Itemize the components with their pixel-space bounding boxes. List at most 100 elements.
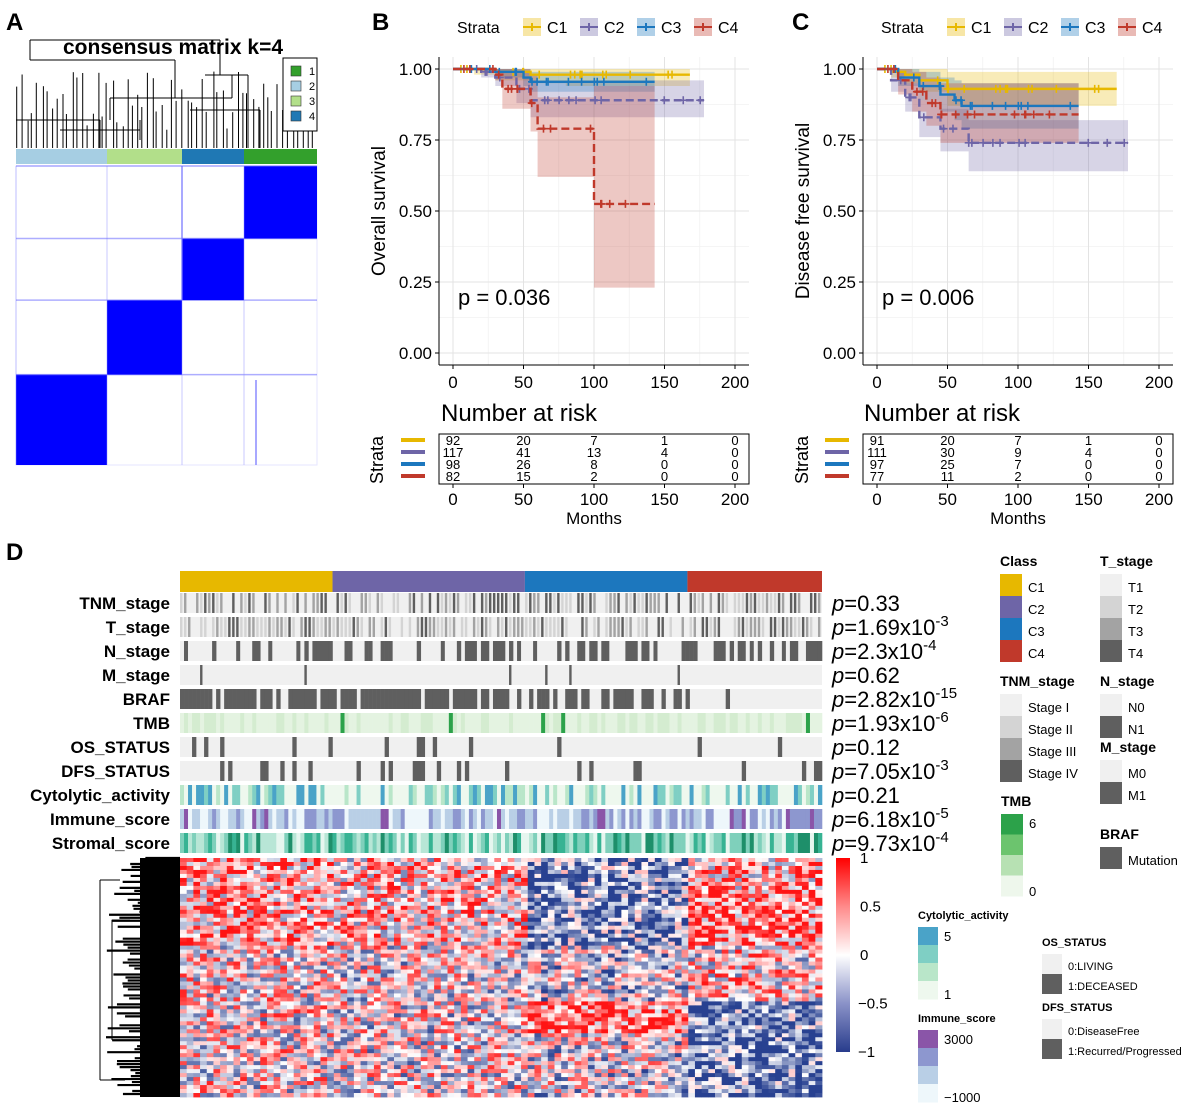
track-cell: [276, 689, 281, 709]
heatmap-cell: [721, 969, 729, 974]
heatmap-cell: [394, 865, 402, 871]
heatmap-cell: [180, 945, 188, 951]
heatmap-cell: [775, 897, 783, 903]
heatmap-cell: [507, 893, 515, 899]
heatmap-cell: [347, 949, 355, 954]
track-cell: [428, 689, 434, 709]
heatmap-cell: [373, 865, 382, 871]
heatmap-cell: [260, 885, 268, 891]
track-cell: [613, 713, 618, 733]
track-cell: [785, 809, 791, 829]
heatmap-cell: [815, 925, 823, 931]
heatmap-cell: [514, 873, 522, 879]
heatmap-cell: [534, 953, 542, 958]
heatmap-cell: [634, 973, 642, 978]
heatmap-cell: [213, 929, 221, 935]
heatmap-cell: [380, 977, 388, 982]
heatmap-cell: [373, 949, 382, 954]
heatmap-cell: [574, 961, 582, 966]
km-x-tick-label: 100: [1004, 373, 1032, 392]
heatmap-cell: [420, 973, 428, 978]
heatmap-cell: [300, 989, 308, 994]
track-cell: [268, 785, 273, 805]
heatmap-cell: [367, 985, 375, 990]
annotation-tracks: TNM_stage p=0.33T_stage p=1.69x10-3N_stage…: [30, 591, 957, 856]
heatmap-cell: [554, 917, 562, 923]
heatmap-cell: [460, 897, 468, 903]
heatmap-cell: [628, 889, 636, 895]
heatmap-cell: [307, 909, 315, 915]
heatmap-cell: [333, 929, 341, 935]
heatmap-cell: [494, 869, 502, 875]
heatmap-cell: [300, 909, 308, 915]
heatmap-cell: [721, 917, 729, 923]
heatmap-cell: [507, 881, 515, 887]
heatmap-cell: [394, 881, 402, 887]
heatmap-cell: [808, 929, 816, 935]
heatmap-cell: [521, 885, 529, 891]
heatmap-cell: [601, 893, 609, 899]
track-cell: [460, 593, 464, 613]
heatmap-cell: [327, 949, 335, 954]
track-label: Immune_score: [50, 810, 170, 829]
heatmap-cell: [480, 893, 489, 899]
track-cell: [737, 809, 743, 829]
track-cell: [360, 809, 365, 829]
heatmap-cell: [193, 949, 201, 954]
heatmap-cell: [434, 913, 442, 919]
track-cell: [476, 785, 482, 805]
track-cell: [232, 617, 235, 637]
heatmap-cell: [420, 913, 428, 919]
heatmap-cell: [367, 901, 375, 907]
track-cell: [629, 617, 632, 637]
heatmap-cell: [748, 961, 756, 966]
heatmap-cell: [547, 965, 555, 970]
heatmap-cell: [240, 893, 248, 899]
track-cell: [240, 809, 245, 829]
heatmap-cell: [801, 953, 810, 958]
heatmap-cell: [233, 893, 241, 899]
heatmap-cell: [487, 977, 495, 982]
track-cell: [464, 641, 470, 661]
heatmap-cell: [581, 881, 589, 887]
heatmap-cell: [694, 881, 703, 887]
heatmap-cell: [534, 865, 542, 871]
heatmap-cell: [634, 885, 642, 891]
heatmap-cell: [534, 933, 542, 939]
heatmap-cell: [407, 909, 415, 915]
track-cell: [396, 641, 401, 661]
heatmap-cell: [414, 973, 422, 978]
track-cell: [693, 593, 697, 613]
heatmap-cell: [200, 885, 208, 891]
heatmap-cell: [654, 913, 662, 919]
track-cell: [292, 593, 295, 613]
heatmap-cell: [266, 933, 275, 939]
heatmap-cell: [694, 953, 703, 958]
heatmap-cell: [708, 941, 716, 947]
heatmap-cell: [561, 929, 569, 935]
track-cell: [713, 809, 718, 829]
heatmap-cell: [367, 945, 375, 951]
heatmap-cell: [380, 957, 388, 962]
km-x-tick-label: 50: [514, 373, 533, 392]
heatmap-cell: [561, 881, 569, 887]
heatmap-cell: [521, 953, 529, 958]
heatmap-cell: [467, 869, 475, 875]
heatmap-cell: [293, 909, 301, 915]
heatmap-cell: [608, 858, 616, 863]
risk-table-x-tick-label: 200: [1145, 490, 1173, 509]
track-cell: [196, 593, 199, 613]
heatmap-cell: [320, 901, 328, 907]
track-cell: [633, 761, 638, 781]
track-label: TMB: [133, 714, 170, 733]
heatmap-cell: [574, 889, 582, 895]
heatmap-cell: [674, 985, 682, 990]
track-cell: [348, 809, 353, 829]
track-cell: [224, 593, 227, 613]
track-cell: [224, 785, 229, 805]
heatmap-cell: [815, 937, 823, 943]
heatmap-cell: [206, 953, 214, 958]
heatmap-cell: [407, 965, 415, 970]
